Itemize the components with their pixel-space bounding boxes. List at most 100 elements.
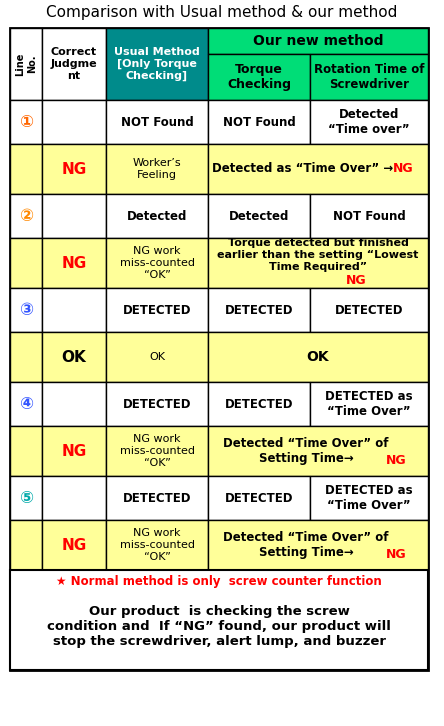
Text: Line
No.: Line No. <box>15 52 37 76</box>
Bar <box>42 238 106 288</box>
Text: NG: NG <box>386 549 406 561</box>
Text: NG work
miss-counted
“OK”: NG work miss-counted “OK” <box>119 434 194 468</box>
Bar <box>10 382 42 426</box>
Text: NOT Found: NOT Found <box>222 115 295 129</box>
Text: Our product  is checking the screw
condition and  If “NG” found, our product wil: Our product is checking the screw condit… <box>47 605 391 648</box>
Text: NG: NG <box>392 163 413 176</box>
Text: Detected as “Time Over” →: Detected as “Time Over” → <box>212 163 394 176</box>
Bar <box>208 476 310 520</box>
Text: DETECTED: DETECTED <box>225 303 293 317</box>
Bar <box>42 520 106 570</box>
Text: NG: NG <box>346 274 366 287</box>
Bar <box>106 476 208 520</box>
Bar <box>208 100 310 144</box>
Bar <box>106 144 208 194</box>
Text: NG: NG <box>61 161 87 176</box>
Bar <box>42 100 106 144</box>
Text: Correct
Judgme
nt: Correct Judgme nt <box>51 47 97 81</box>
Bar <box>106 426 208 476</box>
Text: ①: ① <box>19 113 33 131</box>
Bar <box>106 194 208 238</box>
Text: ⑤: ⑤ <box>19 489 33 507</box>
Text: Detected: Detected <box>127 210 187 222</box>
Bar <box>10 288 42 332</box>
Bar <box>310 382 428 426</box>
Bar <box>10 194 42 238</box>
Text: DETECTED: DETECTED <box>225 398 293 410</box>
Text: DETECTED as
“Time Over”: DETECTED as “Time Over” <box>325 484 413 512</box>
Bar <box>10 520 42 570</box>
Bar <box>208 288 310 332</box>
Bar <box>10 570 428 670</box>
Bar <box>106 332 208 382</box>
Text: DETECTED: DETECTED <box>123 398 191 410</box>
Bar <box>10 144 42 194</box>
Text: OK: OK <box>307 350 329 364</box>
Bar <box>106 520 208 570</box>
Text: DETECTED: DETECTED <box>123 303 191 317</box>
Bar <box>106 288 208 332</box>
Text: DETECTED as
“Time Over”: DETECTED as “Time Over” <box>325 390 413 418</box>
Text: ★ Normal method is only  screw counter function: ★ Normal method is only screw counter fu… <box>56 576 382 589</box>
Text: NOT Found: NOT Found <box>333 210 405 222</box>
Text: NOT Found: NOT Found <box>121 115 194 129</box>
Text: NG: NG <box>61 444 87 459</box>
Text: Rotation Time of
Screwdriver: Rotation Time of Screwdriver <box>314 63 424 91</box>
Bar <box>208 520 428 570</box>
Bar <box>10 28 428 670</box>
Bar <box>42 194 106 238</box>
Bar <box>10 28 42 100</box>
Text: OK: OK <box>62 349 87 364</box>
Text: ④: ④ <box>19 395 33 413</box>
Text: Comparison with Usual method & our method: Comparison with Usual method & our metho… <box>46 6 398 20</box>
Text: ②: ② <box>19 207 33 225</box>
Text: NG work
miss-counted
“OK”: NG work miss-counted “OK” <box>119 529 194 562</box>
Text: Our new method: Our new method <box>253 34 383 48</box>
Text: NG work
miss-counted
“OK”: NG work miss-counted “OK” <box>119 246 194 280</box>
Bar <box>208 28 428 54</box>
Bar <box>208 426 428 476</box>
Text: Usual Method
[Only Torque
Checking]: Usual Method [Only Torque Checking] <box>114 47 200 81</box>
Bar <box>208 54 310 100</box>
Bar <box>42 144 106 194</box>
Text: Worker’s
Feeling: Worker’s Feeling <box>133 158 181 180</box>
Bar <box>42 288 106 332</box>
Bar <box>42 28 106 100</box>
Bar <box>42 332 106 382</box>
Bar <box>106 100 208 144</box>
Bar <box>310 194 428 238</box>
Bar <box>310 288 428 332</box>
Text: Detected “Time Over” of
Setting Time→: Detected “Time Over” of Setting Time→ <box>223 437 389 465</box>
Text: DETECTED: DETECTED <box>335 303 403 317</box>
Bar <box>106 382 208 426</box>
Text: NG: NG <box>61 537 87 552</box>
Text: NG: NG <box>386 454 406 468</box>
Bar <box>42 476 106 520</box>
Bar <box>10 476 42 520</box>
Text: Detected
“Time over”: Detected “Time over” <box>328 108 410 136</box>
Text: Detected “Time Over” of
Setting Time→: Detected “Time Over” of Setting Time→ <box>223 531 389 559</box>
Bar <box>310 476 428 520</box>
Text: ③: ③ <box>19 301 33 319</box>
Bar <box>208 194 310 238</box>
Bar <box>310 54 428 100</box>
Text: DETECTED: DETECTED <box>123 492 191 505</box>
Bar <box>42 426 106 476</box>
Bar <box>208 332 428 382</box>
Bar <box>208 382 310 426</box>
Text: DETECTED: DETECTED <box>225 492 293 505</box>
Bar <box>10 100 42 144</box>
Text: Torque detected but finished
earlier than the setting “Lowest
Time Required”: Torque detected but finished earlier tha… <box>217 238 419 272</box>
Bar <box>106 238 208 288</box>
Text: Torque
Checking: Torque Checking <box>227 63 291 91</box>
Bar <box>106 28 208 100</box>
Bar <box>208 144 428 194</box>
Text: NG: NG <box>61 256 87 271</box>
Bar <box>208 238 428 288</box>
Bar <box>10 426 42 476</box>
Text: Detected: Detected <box>229 210 289 222</box>
Bar <box>310 100 428 144</box>
Text: OK: OK <box>149 352 165 362</box>
Bar <box>10 238 42 288</box>
Bar <box>10 332 42 382</box>
